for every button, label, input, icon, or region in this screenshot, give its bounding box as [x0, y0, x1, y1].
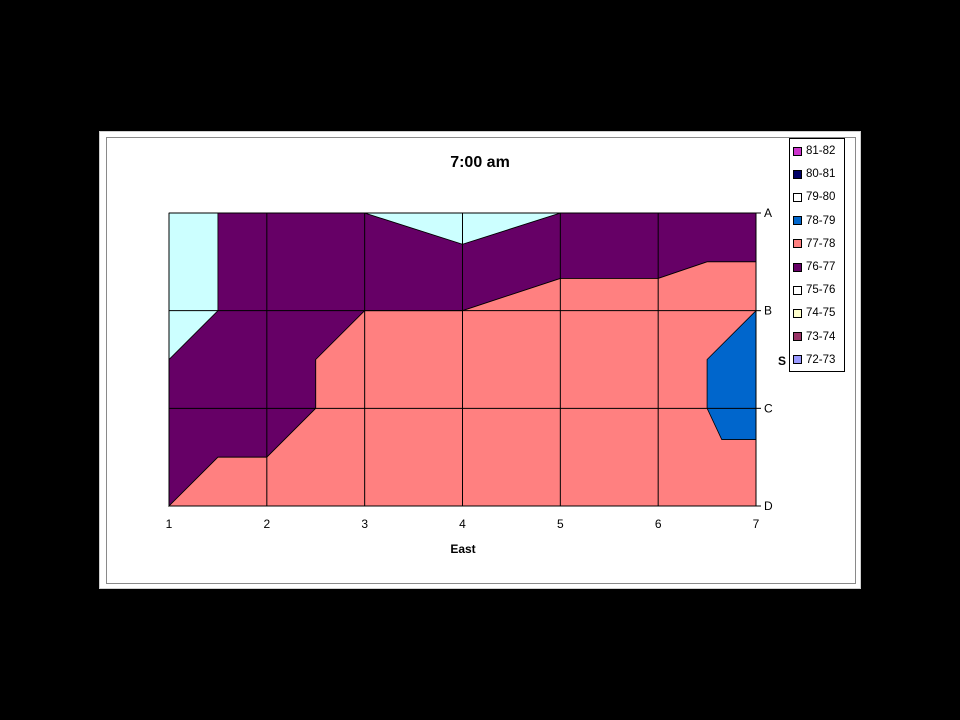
legend-swatch: [793, 192, 802, 202]
legend-label: 76-77: [806, 261, 836, 273]
legend-item: 73-74: [793, 330, 835, 344]
legend-swatch: [793, 355, 802, 365]
y-tick-label: A: [764, 206, 772, 220]
legend-label: 80-81: [806, 168, 836, 181]
legend-label: 75-76: [806, 284, 836, 297]
legend-swatch: [793, 216, 802, 226]
legend-item: 74-75: [793, 306, 835, 320]
legend-item: 72-73: [793, 353, 835, 367]
legend-swatch: [793, 285, 802, 295]
legend-item: 76-77: [793, 260, 835, 274]
legend-item: 80-81: [793, 167, 835, 181]
y-tick-label: C: [764, 401, 773, 415]
legend-item: 75-76: [793, 283, 835, 297]
x-tick-label: 6: [655, 517, 662, 531]
legend-item: 78-79: [793, 214, 835, 228]
y-tick-label: B: [764, 304, 772, 318]
legend-item: 79-80: [793, 190, 835, 204]
legend-label: 77-78: [806, 237, 836, 250]
legend-swatch: [793, 169, 802, 179]
x-tick-label: 5: [557, 517, 564, 531]
y-axis-label: S: [778, 354, 786, 368]
legend-label: 79-80: [806, 191, 836, 204]
legend-label: 73-74: [806, 330, 836, 343]
legend-label: 78-79: [806, 214, 836, 227]
x-tick-label: 3: [361, 517, 368, 531]
legend-swatch: [793, 308, 802, 318]
chart-title: 7:00 am: [450, 154, 510, 171]
legend-label: 74-75: [806, 307, 836, 320]
legend-item: 77-78: [793, 237, 835, 251]
legend-swatch: [793, 262, 802, 272]
legend-swatch: [793, 332, 802, 342]
legend-label: 81-82: [806, 145, 836, 157]
x-axis-label: East: [450, 542, 475, 556]
x-tick-labels: 1 2 3 4 5 6 7: [166, 517, 760, 531]
x-tick-label: 2: [263, 517, 270, 531]
y-tick-labels: A B C D: [764, 206, 773, 513]
y-tick-label: D: [764, 499, 773, 513]
legend-item: 81-82: [793, 144, 835, 158]
x-tick-label: 7: [753, 517, 760, 531]
legend-swatch: [793, 146, 802, 156]
legend-label: 72-73: [806, 353, 836, 366]
legend-swatch: [793, 239, 802, 249]
gridlines: [168, 212, 761, 507]
x-tick-label: 1: [166, 517, 173, 531]
legend: 81-82 80-81 79-80 78-79 77-78 76-77 75-76 74-75…: [789, 138, 845, 372]
x-tick-label: 4: [459, 517, 466, 531]
